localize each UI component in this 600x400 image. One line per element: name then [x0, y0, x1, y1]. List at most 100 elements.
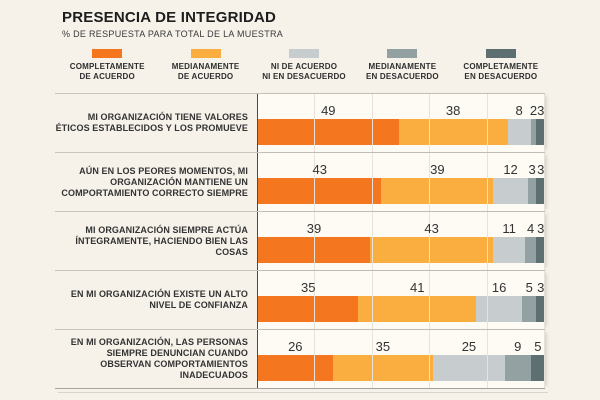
bar-segment	[381, 178, 494, 204]
bar-segment	[530, 355, 545, 381]
legend-swatch-icon	[190, 49, 221, 58]
gridline	[486, 330, 488, 388]
value-labels: 39 43 11 4 3	[258, 220, 545, 237]
bar-segment	[536, 178, 545, 204]
value-label: 3	[537, 280, 545, 295]
plot-area: 49 38 8 2 3	[257, 94, 545, 152]
value-label: 3	[528, 162, 536, 177]
page-subtitle: % DE RESPUESTA PARA TOTAL DE LA MUESTRA	[62, 29, 284, 39]
value-label: 38	[445, 103, 461, 118]
stacked-bar	[258, 119, 545, 145]
bar-segment	[258, 296, 359, 322]
gridline	[371, 94, 373, 152]
legend-item: MEDIANAMENTE DE ACUERDO	[156, 49, 254, 82]
value-label: 39	[306, 221, 322, 236]
value-label: 3	[537, 221, 545, 236]
value-label: 43	[312, 162, 327, 177]
bar-segment	[433, 355, 505, 381]
plot-area: 39 43 11 4 3	[257, 212, 545, 270]
bar-segment	[332, 355, 434, 381]
value-label: 16	[491, 280, 507, 295]
value-label: 12	[503, 162, 518, 177]
gridline	[314, 330, 316, 388]
bar-segment	[536, 119, 545, 145]
gridline	[429, 94, 431, 152]
bar-segment	[476, 296, 522, 322]
bar-segment	[536, 237, 545, 263]
legend-item: COMPLETAMENTE EN DESACUERDO	[452, 49, 550, 82]
gridline	[429, 271, 431, 329]
gridline	[429, 153, 431, 211]
legend-label: NI DE ACUERDO NI EN DESACUERDO	[262, 62, 346, 81]
legend-swatch-icon	[387, 49, 418, 58]
bar-segment	[358, 296, 477, 322]
legend-label-line2: EN DESACUERDO	[464, 72, 538, 81]
gridline	[314, 153, 316, 211]
page-title: PRESENCIA DE INTEGRIDAD	[62, 9, 277, 26]
gridline	[544, 94, 545, 152]
legend-label-line2: NI EN DESACUERDO	[262, 72, 346, 81]
bar-segment	[522, 296, 537, 322]
bar-segment	[493, 178, 528, 204]
legend-swatch-icon	[485, 49, 516, 58]
value-label: 5	[525, 280, 533, 295]
category-label: EN MI ORGANIZACIÓN EXISTE UN ALTO NIVEL …	[70, 289, 248, 310]
chart-bottom-rule	[55, 388, 545, 389]
bar-segment	[398, 119, 508, 145]
legend-label: COMPLETAMENTE DE ACUERDO	[69, 62, 145, 81]
value-labels: 49 38 8 2 3	[258, 102, 545, 119]
gridline	[544, 330, 545, 388]
legend-item: COMPLETAMENTE DE ACUERDO	[58, 49, 156, 82]
gridline	[314, 94, 316, 152]
value-label: 8	[515, 103, 523, 118]
legend-item: MEDIANAMENTE EN DESACUERDO	[353, 49, 451, 82]
bar-segment	[524, 237, 537, 263]
value-label: 35	[375, 339, 391, 354]
legend-label-line2: DE ACUERDO	[79, 72, 135, 81]
stacked-bar-chart: MI ORGANIZACIÓN TIENE VALORES ÉTICOS EST…	[55, 93, 545, 388]
value-labels: 26 35 25 9 5	[258, 338, 545, 355]
value-labels: 43 39 12 3 3	[258, 161, 545, 178]
value-label: 43	[424, 221, 439, 236]
stacked-bar	[258, 355, 545, 381]
bar-segment	[536, 296, 545, 322]
stacked-bar	[258, 178, 545, 204]
legend: COMPLETAMENTE DE ACUERDO MEDIANAMENTE DE AC…	[58, 49, 550, 82]
bar-segment	[527, 178, 537, 204]
gridline	[486, 212, 488, 270]
gridline	[371, 212, 373, 270]
gridline	[371, 330, 373, 388]
bar-segment	[507, 119, 531, 145]
gridline	[544, 212, 545, 270]
value-label: 26	[288, 339, 303, 354]
category-label: MI ORGANIZACIÓN TIENE VALORES ÉTICOS EST…	[55, 112, 248, 133]
legend-swatch-icon	[289, 49, 320, 58]
category-label: MI ORGANIZACIÓN SIEMPRE ACTÚA ÍNTEGRAMEN…	[75, 224, 248, 257]
plot-area: 26 35 25 9 5	[257, 330, 545, 388]
chart-row: EN MI ORGANIZACIÓN, LAS PERSONAS SIEMPRE…	[55, 329, 545, 388]
gridline	[486, 94, 488, 152]
bar-segment	[493, 237, 525, 263]
value-labels: 35 41 16 5 3	[258, 279, 545, 296]
category-label: AÚN EN LOS PEORES MOMENTOS, MI ORGANIZAC…	[61, 165, 248, 198]
gridline	[544, 271, 545, 329]
value-label: 3	[537, 162, 545, 177]
gridline	[314, 271, 316, 329]
bar-segment	[258, 237, 370, 263]
chart-row: MI ORGANIZACIÓN SIEMPRE ACTÚA ÍNTEGRAMEN…	[55, 211, 545, 270]
value-label: 4	[527, 221, 535, 236]
bar-segment	[258, 119, 399, 145]
gridline	[371, 153, 373, 211]
bar-segment	[258, 355, 333, 381]
gridline	[486, 153, 488, 211]
value-label: 41	[410, 280, 425, 295]
gridline	[371, 271, 373, 329]
bar-segment	[530, 119, 537, 145]
legend-item: NI DE ACUERDO NI EN DESACUERDO	[255, 49, 353, 82]
chart-bottom-rule-shadow	[58, 392, 548, 393]
gridline	[486, 271, 488, 329]
legend-label-line2: DE ACUERDO	[177, 72, 234, 81]
plot-area: 43 39 12 3 3	[257, 153, 545, 211]
category-label: EN MI ORGANIZACIÓN, LAS PERSONAS SIEMPRE…	[70, 337, 248, 380]
